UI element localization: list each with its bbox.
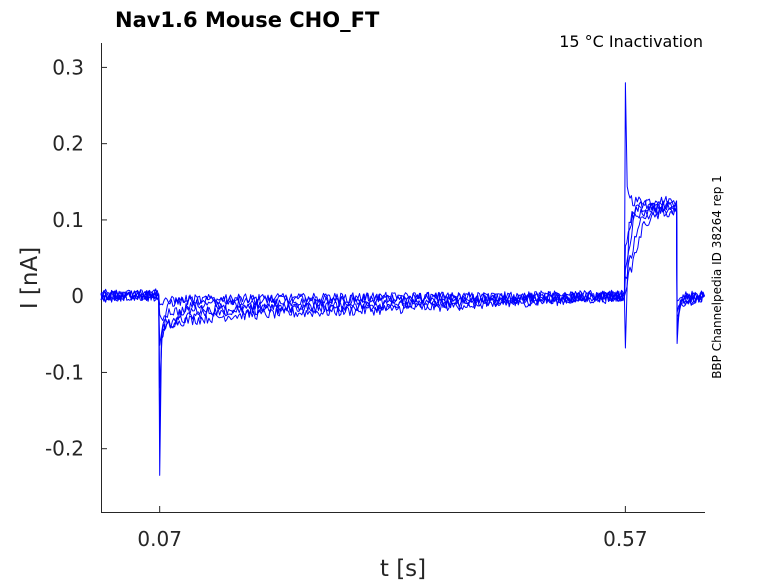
- y-tick-label: 0.2: [52, 132, 84, 156]
- x-tick-label: 0.57: [603, 527, 648, 551]
- chart-subtitle: 15 °C Inactivation: [559, 32, 703, 51]
- plot-area: [100, 82, 705, 476]
- chart-title: Nav1.6 Mouse CHO_FT: [115, 8, 380, 32]
- x-axis-label: t [s]: [380, 556, 426, 582]
- current-trace-6: [100, 207, 705, 307]
- y-axis-label: I [nA]: [17, 247, 43, 309]
- x-ticks: 0.07 0.57: [137, 506, 648, 551]
- channelpedia-id-label: BBP Channelpedia ID 38264 rep 1: [710, 175, 724, 379]
- y-tick-label: 0: [71, 284, 84, 308]
- y-tick-label: 0.1: [52, 208, 84, 232]
- y-tick-label: -0.1: [45, 360, 84, 384]
- y-ticks: 0.3 0.2 0.1 0 -0.1 -0.2: [45, 55, 107, 461]
- x-tick-label: 0.07: [137, 527, 182, 551]
- y-tick-label: -0.2: [45, 437, 84, 461]
- y-tick-label: 0.3: [52, 55, 84, 79]
- axes: [101, 43, 705, 513]
